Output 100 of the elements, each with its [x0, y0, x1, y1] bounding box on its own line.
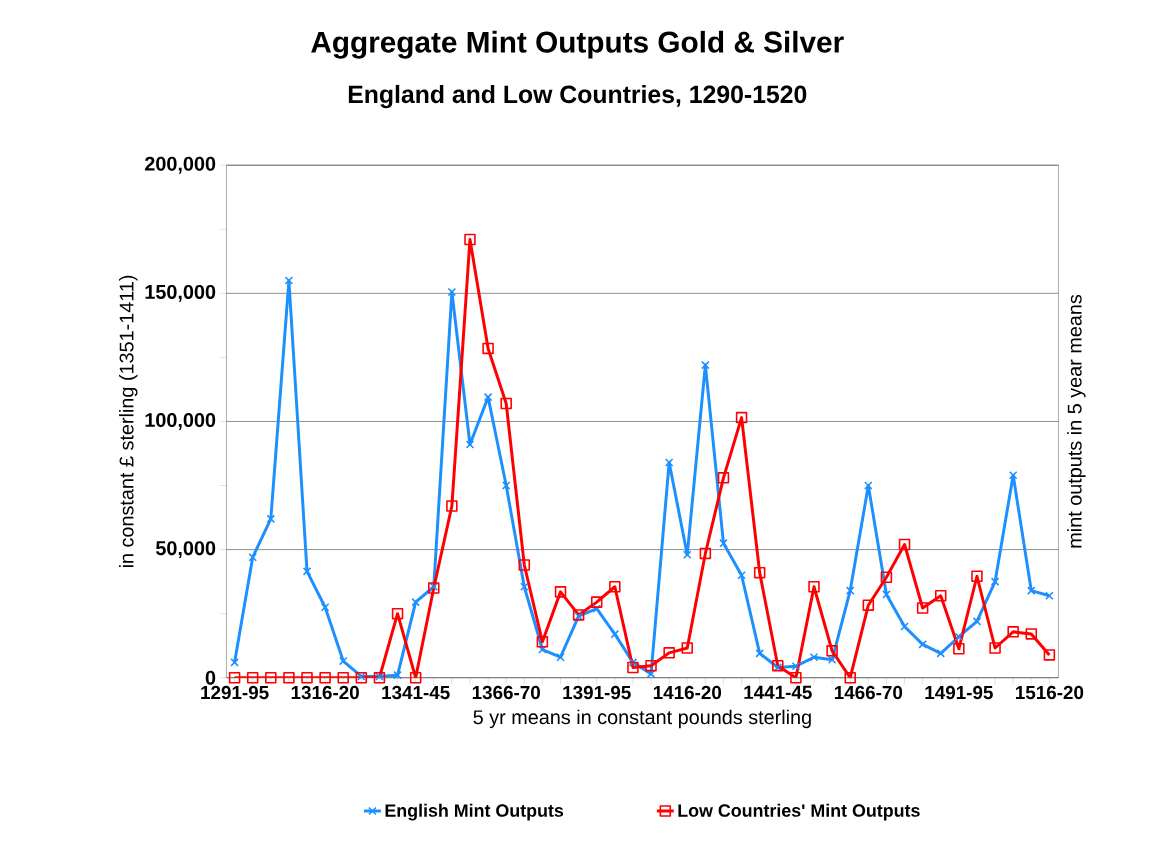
point [864, 481, 873, 490]
point [755, 649, 764, 658]
x-tick-label: 1491-95 [925, 685, 993, 700]
point [699, 547, 712, 560]
point [554, 586, 567, 598]
x-tick-label: 1466-70 [834, 685, 903, 700]
point [482, 342, 494, 355]
y-tick-label: 150,000 [145, 284, 216, 302]
point [391, 607, 404, 620]
point [681, 642, 694, 654]
point [409, 672, 422, 684]
y2-axis-title: mint outputs in 5 year means [1067, 294, 1086, 548]
point [989, 642, 1001, 654]
point [882, 590, 891, 599]
point [701, 360, 710, 370]
point [338, 656, 348, 666]
point [1007, 626, 1019, 638]
point [1026, 586, 1036, 595]
point [1045, 591, 1054, 601]
point [918, 640, 927, 649]
x-tick-label: 1316-20 [291, 685, 359, 700]
point [954, 632, 964, 642]
point [536, 636, 549, 648]
x-tick-label: 1366-70 [472, 685, 540, 700]
point [628, 658, 638, 667]
point [301, 672, 313, 684]
legend-label: Low Countries' Mint Outputs [678, 803, 920, 821]
point [645, 660, 657, 672]
point [302, 567, 312, 576]
point [265, 672, 277, 684]
point [411, 597, 420, 607]
point [590, 596, 603, 608]
point [990, 577, 1000, 587]
x-tick-label: 1441-45 [744, 685, 812, 700]
x-tick-label: 1341-45 [382, 685, 450, 700]
x-tick-label: 1416-20 [653, 685, 722, 700]
point [500, 397, 512, 410]
point [1008, 471, 1018, 480]
point [246, 672, 259, 684]
point [898, 538, 911, 551]
point [663, 647, 675, 659]
point [735, 411, 748, 424]
point [592, 604, 602, 613]
point [228, 672, 241, 684]
x-tick-label: 1516-20 [1016, 685, 1084, 700]
point [483, 392, 493, 402]
y-tick-label: 100,000 [145, 413, 216, 430]
point [465, 440, 475, 449]
y-tick-label: 50,000 [155, 541, 216, 559]
point [862, 599, 875, 612]
point [283, 672, 295, 684]
point [664, 458, 674, 467]
point [737, 570, 746, 580]
point [934, 590, 947, 602]
point [627, 661, 639, 674]
point [393, 670, 402, 680]
point [1043, 649, 1056, 661]
point [880, 571, 893, 584]
point [447, 287, 457, 297]
point [320, 603, 330, 612]
point [230, 658, 239, 667]
point [518, 559, 531, 571]
point [446, 500, 458, 512]
point [844, 672, 856, 684]
point [609, 581, 621, 593]
x-axis-title: 5 yr means in constant pounds sterling [473, 709, 811, 729]
point [319, 672, 331, 684]
point [972, 617, 982, 626]
point [790, 672, 802, 684]
chart-subtitle: England and Low Countries, 1290-1520 [348, 85, 807, 109]
point [717, 472, 730, 484]
point [826, 645, 838, 657]
point [284, 276, 294, 285]
point [753, 566, 766, 579]
y-axis-title: in constant £ sterling (1351-1411) [119, 275, 138, 568]
point [501, 481, 511, 490]
point [809, 653, 819, 662]
point [936, 649, 946, 658]
point [953, 643, 965, 655]
point [682, 550, 692, 560]
y-tick-label: 0 [205, 670, 216, 685]
point [791, 661, 801, 671]
point [827, 655, 837, 665]
chart-title: Aggregate Mint Outputs Gold & Silver [311, 30, 844, 59]
point [519, 582, 529, 592]
point [266, 514, 276, 524]
point [845, 586, 855, 595]
point [337, 672, 349, 684]
point [971, 570, 983, 583]
x-tick-label: 1291-95 [201, 685, 269, 700]
point [808, 581, 820, 593]
y-tick-label: 200,000 [145, 156, 216, 174]
legend-label: English Mint Outputs [385, 803, 564, 821]
point [1025, 628, 1038, 640]
point [610, 629, 620, 639]
point [464, 233, 476, 246]
point [646, 669, 656, 679]
point [248, 553, 258, 562]
point [556, 653, 565, 662]
point [719, 538, 728, 548]
